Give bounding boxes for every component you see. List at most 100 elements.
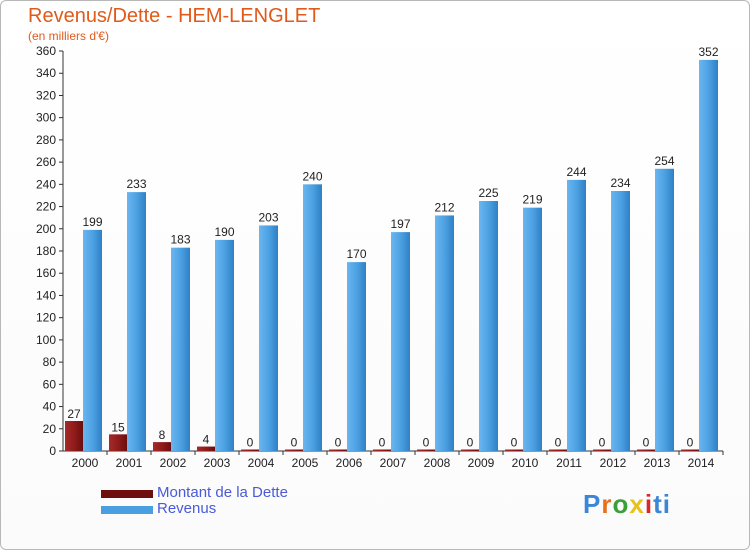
y-tick-label: 100 (36, 333, 56, 347)
revenue-value-label: 254 (654, 154, 674, 168)
x-tick-label: 2004 (248, 456, 275, 470)
chart-subtitle: (en milliers d'€) (28, 29, 109, 43)
y-tick-label: 200 (36, 222, 56, 236)
x-tick-label: 2006 (336, 456, 363, 470)
revenue-value-label: 197 (390, 217, 410, 231)
chart-title: Revenus/Dette - HEM-LENGLET (28, 5, 321, 27)
debt-bar (417, 449, 435, 451)
debt-value-label: 0 (423, 436, 430, 450)
x-tick-label: 2002 (160, 456, 187, 470)
debt-value-label: 0 (291, 436, 298, 450)
x-tick-label: 2000 (72, 456, 99, 470)
logo-letter: o (612, 489, 630, 519)
y-tick-label: 360 (36, 44, 56, 58)
x-tick-label: 2001 (116, 456, 143, 470)
y-tick-label: 20 (43, 422, 57, 436)
debt-value-label: 0 (687, 436, 694, 450)
revenue-bar (127, 192, 146, 451)
revenue-bar (303, 184, 322, 452)
debt-bar (197, 446, 215, 451)
x-tick-label: 2007 (380, 456, 407, 470)
y-tick-label: 340 (36, 66, 56, 80)
debt-value-label: 0 (511, 436, 518, 450)
x-tick-label: 2009 (468, 456, 495, 470)
revenue-bar (435, 215, 454, 451)
y-tick-label: 280 (36, 133, 56, 147)
debt-value-label: 15 (111, 420, 125, 434)
y-tick-label: 60 (43, 377, 57, 391)
y-tick-label: 180 (36, 244, 56, 258)
revenue-bar (347, 262, 366, 451)
x-tick-label: 2011 (556, 456, 582, 470)
logo-letter: P (583, 489, 602, 519)
debt-value-label: 8 (159, 428, 166, 442)
logo-letter: i (644, 489, 654, 519)
revenue-value-label: 244 (566, 165, 586, 179)
revenue-bar (523, 207, 542, 451)
proxiti-logo: Proxiti (583, 489, 671, 520)
debt-bar (461, 449, 479, 451)
debt-value-label: 4 (203, 433, 210, 447)
debt-bar (681, 449, 699, 451)
x-tick-label: 2005 (292, 456, 319, 470)
debt-bar (549, 449, 567, 451)
revenue-value-label: 219 (522, 193, 542, 207)
revenue-bar (699, 59, 718, 452)
x-tick-label: 2013 (644, 456, 671, 470)
revenue-bar (391, 232, 410, 451)
debt-value-label: 0 (247, 436, 254, 450)
debt-bar (373, 449, 391, 451)
revenue-value-label: 234 (610, 176, 630, 190)
revenue-bar (215, 239, 234, 451)
revenue-value-label: 233 (126, 177, 146, 191)
revenue-bar (83, 229, 102, 451)
y-tick-label: 140 (36, 288, 56, 302)
x-tick-label: 2003 (204, 456, 231, 470)
y-tick-label: 80 (43, 355, 57, 369)
debt-value-label: 0 (643, 436, 650, 450)
y-tick-label: 220 (36, 200, 56, 214)
revenue-value-label: 190 (214, 225, 234, 239)
debt-value-label: 0 (555, 436, 562, 450)
revenue-value-label: 225 (478, 186, 498, 200)
debt-bar (637, 449, 655, 451)
revenue-bar (259, 225, 278, 451)
debt-value-label: 0 (599, 436, 606, 450)
debt-bar (65, 421, 83, 451)
y-tick-label: 320 (36, 88, 56, 102)
debt-value-label: 0 (467, 436, 474, 450)
debt-bar (505, 449, 523, 451)
legend-swatch-debt (101, 490, 153, 498)
revenue-bar (479, 201, 498, 451)
debt-bar (241, 449, 259, 451)
chart-data-labels: 27 199 15 233 8 183 4 190 0 203 0 240 0 170 0 197 0 212 0 2… (67, 45, 719, 450)
debt-value-label: 0 (379, 436, 386, 450)
legend-swatch-revenue (101, 506, 153, 514)
x-tick-label: 2012 (600, 456, 627, 470)
revenue-bar (171, 247, 190, 451)
x-tick-label: 2014 (688, 456, 715, 470)
y-tick-label: 300 (36, 111, 56, 125)
x-tick-label: 2010 (512, 456, 539, 470)
revenue-value-label: 199 (82, 215, 102, 229)
y-tick-label: 120 (36, 311, 56, 325)
legend-label-debt: Montant de la Dette (157, 484, 288, 501)
debt-value-label: 27 (67, 407, 81, 421)
y-tick-label: 160 (36, 266, 56, 280)
debt-value-label: 0 (335, 436, 342, 450)
revenue-bar (655, 168, 674, 451)
revenue-value-label: 183 (170, 233, 190, 247)
debt-bar (593, 449, 611, 451)
logo-letter: r (601, 489, 613, 519)
y-tick-label: 240 (36, 177, 56, 191)
y-tick-label: 0 (49, 444, 56, 458)
chart-bars (65, 59, 718, 452)
revenue-value-label: 352 (698, 45, 718, 59)
revenue-value-label: 240 (302, 169, 322, 183)
y-tick-label: 260 (36, 155, 56, 169)
revenue-bar (611, 191, 630, 451)
revenue-bar (567, 179, 586, 451)
logo-letter: x (629, 489, 645, 519)
